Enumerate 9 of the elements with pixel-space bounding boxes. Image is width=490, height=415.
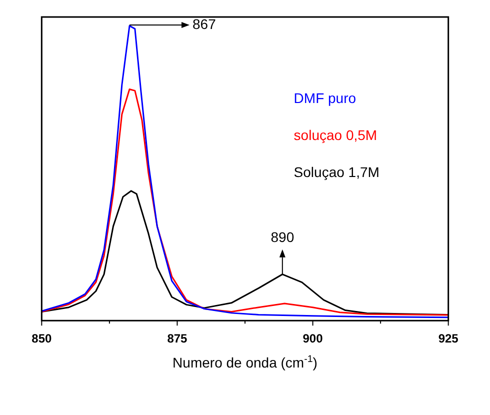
- annotation: 890: [270, 229, 294, 246]
- x-tick-label: 850: [32, 332, 52, 346]
- x-tick-label: 875: [167, 332, 188, 346]
- x-tick-label: 900: [302, 332, 324, 346]
- x-tick-label: 925: [438, 332, 459, 346]
- text: Soluçao 1,7M: [294, 164, 380, 180]
- text: DMF puro: [294, 90, 356, 106]
- text: soluçao 0,5M: [294, 126, 378, 143]
- annotation: 867: [192, 16, 216, 32]
